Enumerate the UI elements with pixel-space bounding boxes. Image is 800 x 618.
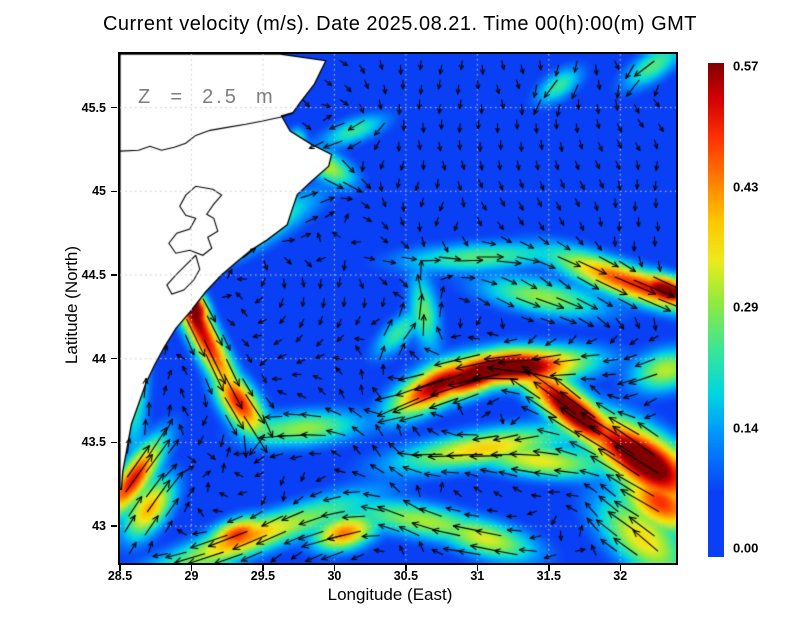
x-tick-mark [405,565,407,571]
colorbar-tick-label: 0.14 [733,420,759,435]
chart-title: Current velocity (m/s). Date 2025.08.21.… [102,13,697,35]
x-tick-mark [119,565,121,571]
depth-annotation: Z = 2.5 m [138,86,276,108]
x-tick-label: 29.5 [250,569,276,583]
y-tick-label: 45 [92,184,106,199]
y-tick-mark [111,357,117,360]
x-tick-label: 30 [327,569,342,583]
y-tick-label: 44.5 [81,268,106,282]
x-tick-label: 32 [613,569,628,583]
x-axis-title: Longitude (East) [327,585,453,604]
y-tick-label: 43 [92,519,106,534]
x-tick-mark [262,565,264,571]
y-tick-mark [111,190,117,193]
y-tick-label: 43.5 [81,435,106,450]
y-tick-mark [111,525,117,527]
x-tick-label: 31 [470,569,485,583]
x-tick-label: 31.5 [536,569,561,583]
x-tick-label: 30.5 [393,569,419,583]
x-tick-mark [476,565,479,571]
y-tick-label: 45.5 [81,100,106,115]
velocity-map-canvas [120,54,676,563]
colorbar-tick-label: 0.29 [733,299,759,315]
map-frame [118,52,678,565]
x-tick-mark [190,565,193,571]
x-tick-mark [548,565,550,571]
x-tick-label: 28.5 [107,569,133,583]
y-tick-mark [111,106,117,109]
y-axis-title: Latitude (North) [62,245,81,365]
y-tick-mark [111,274,117,276]
y-tick-label: 44 [92,351,106,366]
colorbar-gradient [708,63,724,557]
x-tick-mark [333,565,336,571]
colorbar-tick-label: 0.57 [733,58,759,74]
x-tick-mark [619,565,621,571]
x-tick-label: 29 [184,569,199,583]
colorbar-tick-label: 0.00 [733,540,759,556]
colorbar-tick-label: 0.43 [733,179,759,194]
y-tick-mark [111,441,117,444]
